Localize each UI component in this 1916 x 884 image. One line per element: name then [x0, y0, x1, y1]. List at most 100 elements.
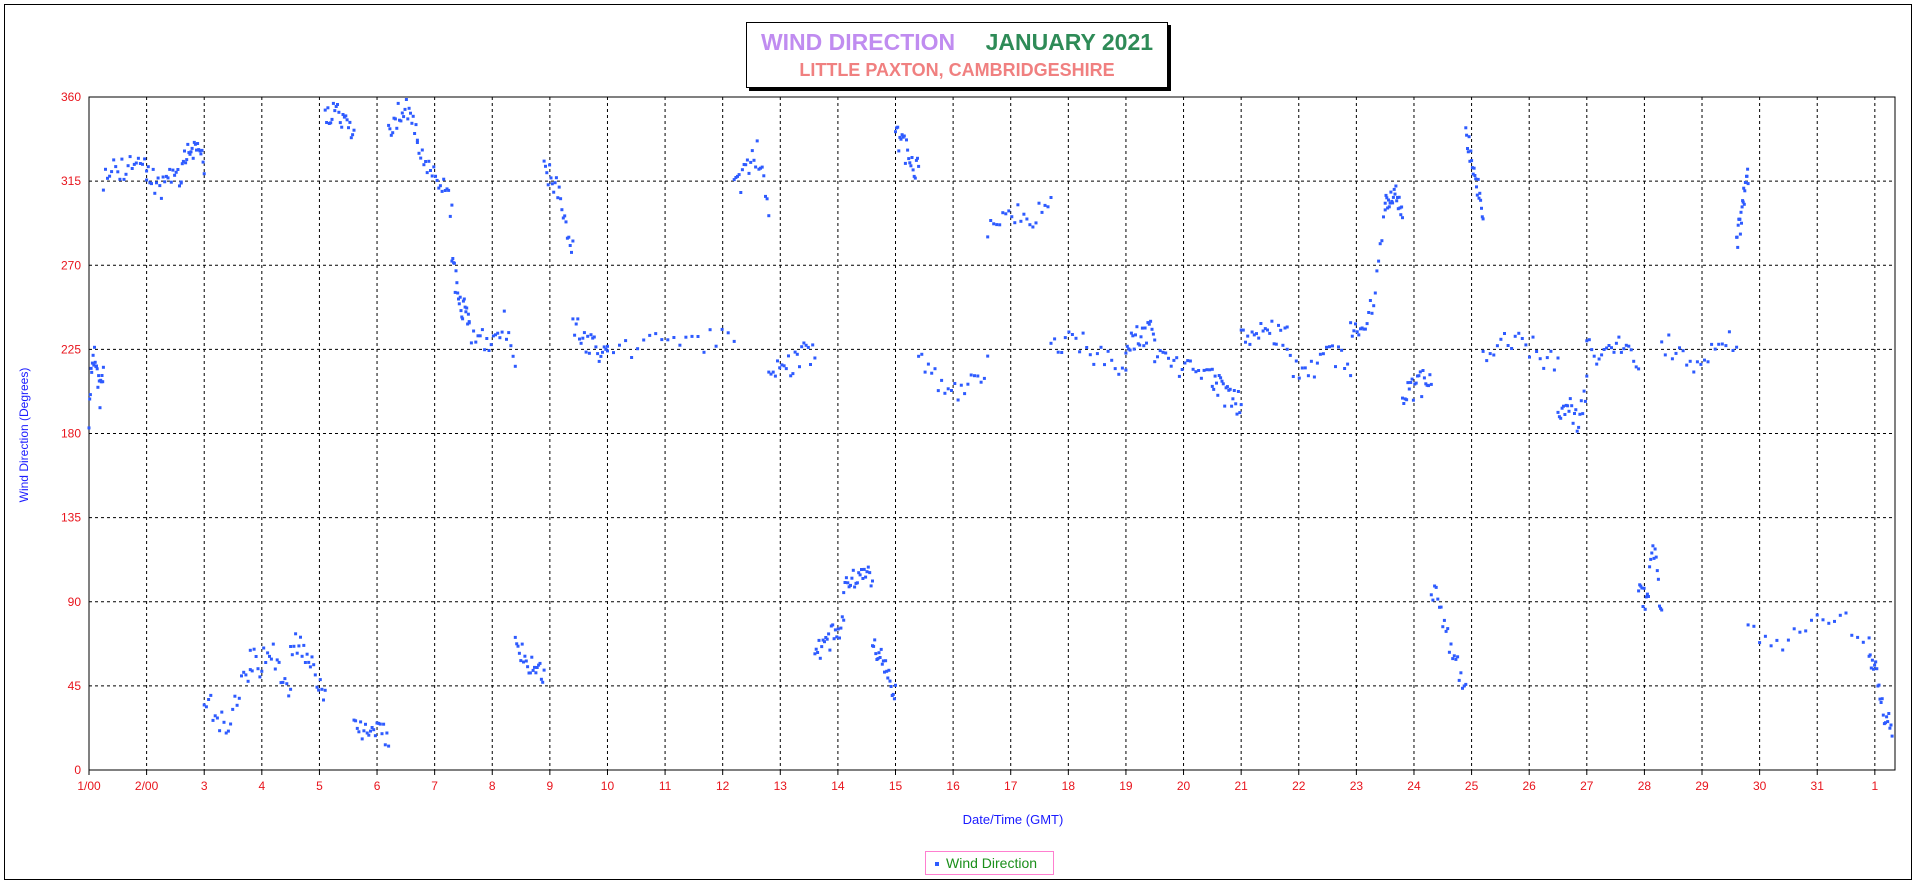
data-point — [546, 183, 550, 187]
data-point — [1095, 352, 1099, 356]
data-point — [1655, 569, 1659, 573]
data-point — [1397, 195, 1401, 199]
data-point — [1056, 350, 1060, 354]
data-point — [89, 366, 93, 370]
data-point — [104, 167, 107, 171]
data-point — [307, 660, 311, 664]
data-point — [365, 731, 369, 735]
data-point — [1387, 205, 1391, 209]
data-point — [1158, 349, 1162, 353]
data-point — [355, 726, 359, 730]
data-point — [354, 719, 358, 723]
data-point — [636, 347, 640, 351]
data-point — [277, 660, 281, 664]
data-point — [1838, 613, 1842, 617]
data-point — [101, 380, 105, 384]
data-point — [120, 157, 124, 161]
data-point — [880, 662, 884, 666]
data-point — [1557, 415, 1561, 419]
data-point — [696, 335, 700, 338]
y-tick-label: 0 — [74, 763, 81, 777]
data-point — [1019, 219, 1023, 223]
data-point — [1444, 629, 1448, 633]
data-point — [213, 714, 217, 718]
data-point — [1433, 584, 1437, 588]
data-point — [1637, 589, 1641, 593]
data-point — [336, 103, 339, 106]
data-point — [114, 165, 118, 169]
data-point — [802, 341, 806, 345]
data-point — [1833, 619, 1836, 623]
data-point — [879, 647, 883, 651]
data-point — [1674, 351, 1678, 355]
data-point — [825, 637, 829, 641]
data-point — [959, 383, 963, 387]
data-point — [992, 222, 996, 226]
data-point — [1393, 192, 1397, 196]
data-point — [1300, 366, 1304, 370]
data-point — [1382, 215, 1385, 219]
data-point — [1429, 382, 1433, 386]
data-point — [1128, 348, 1132, 352]
x-axis-label: Date/Time (GMT) — [963, 812, 1064, 827]
data-point — [1605, 346, 1609, 350]
data-point — [410, 121, 414, 125]
data-point — [1590, 348, 1594, 352]
data-point — [1692, 370, 1696, 374]
data-point — [811, 343, 815, 347]
data-point — [1872, 667, 1875, 671]
data-point — [340, 125, 344, 129]
data-point — [509, 344, 513, 348]
data-point — [1645, 592, 1649, 596]
data-point — [1396, 196, 1399, 199]
data-point — [1568, 397, 1572, 401]
data-point — [1410, 377, 1414, 381]
data-point — [1475, 185, 1478, 189]
data-point — [602, 345, 606, 349]
data-point — [1884, 721, 1887, 725]
data-point — [112, 158, 116, 162]
data-point — [1587, 338, 1591, 342]
data-point — [387, 744, 391, 748]
data-point — [1241, 328, 1245, 332]
data-point — [389, 133, 393, 137]
data-point — [169, 180, 173, 184]
x-tick-label: 19 — [1119, 779, 1133, 793]
data-point — [1653, 547, 1657, 551]
data-point — [242, 670, 246, 674]
data-point — [1140, 326, 1144, 330]
data-point — [1695, 360, 1699, 364]
data-point — [1549, 349, 1553, 353]
data-point — [1216, 393, 1220, 397]
data-point — [1049, 196, 1053, 199]
data-point — [1099, 345, 1103, 349]
data-point — [1013, 221, 1017, 225]
data-point — [1217, 374, 1221, 377]
data-point — [559, 197, 563, 201]
data-point — [1570, 404, 1574, 408]
data-point — [196, 142, 200, 145]
data-point — [1070, 333, 1074, 336]
data-point — [917, 164, 921, 168]
data-point — [860, 568, 863, 571]
data-point — [618, 343, 621, 347]
data-point — [759, 166, 762, 170]
data-point — [323, 108, 327, 112]
data-point — [1167, 356, 1170, 360]
data-point — [760, 165, 764, 169]
data-point — [283, 677, 287, 681]
data-point — [1481, 217, 1485, 221]
data-point — [744, 163, 748, 167]
data-point — [1373, 291, 1377, 295]
data-point — [143, 157, 147, 161]
data-point — [132, 162, 136, 166]
data-point — [1328, 345, 1331, 349]
data-point — [415, 138, 419, 142]
data-point — [237, 696, 241, 700]
data-point — [1602, 348, 1606, 351]
data-point — [459, 309, 463, 313]
data-point — [894, 130, 897, 134]
data-point — [90, 361, 94, 365]
data-point — [1037, 201, 1041, 205]
data-point — [1221, 382, 1225, 386]
